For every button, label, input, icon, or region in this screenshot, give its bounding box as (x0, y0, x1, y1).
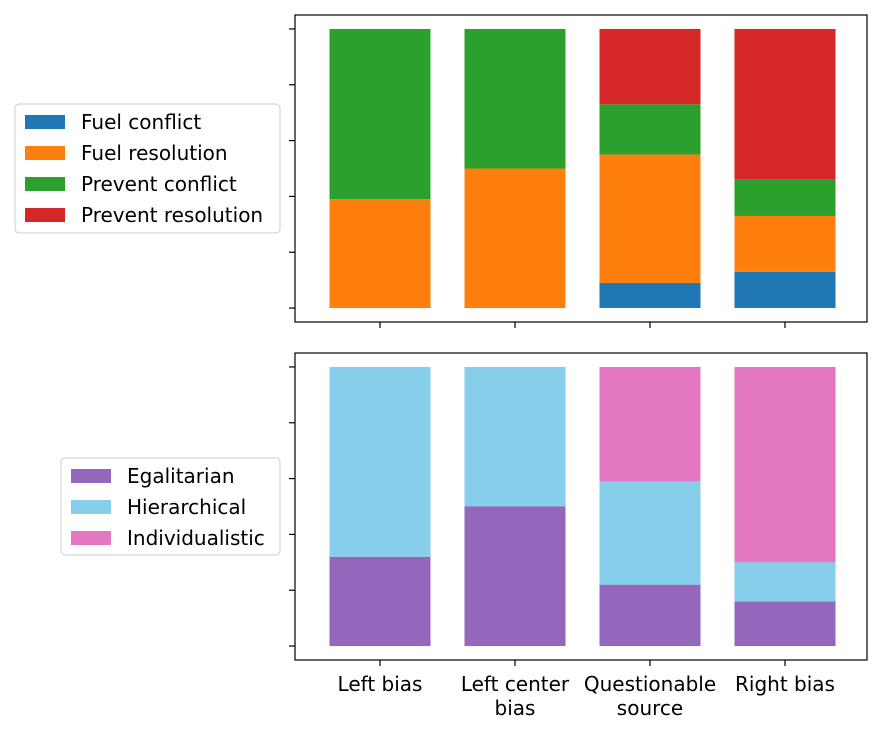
bar-fuel-resolution-left-center-bias (464, 168, 566, 309)
bottom-legend: Egalitarian Hierarchical Individualistic (60, 457, 281, 556)
bar-prevent-conflict-left-bias (329, 28, 431, 200)
bar-prevent-conflict-left-center-bias (464, 28, 566, 169)
axes-frame (294, 352, 868, 661)
bar-egalitarian-left-bias (329, 556, 431, 647)
x-tick-label-right-bias: Right bias (735, 672, 835, 696)
legend-label-individualistic: Individualistic (127, 526, 265, 550)
legend-label-prevent-conflict: Prevent conflict (81, 172, 237, 196)
bar-hierarchical-questionable-source (599, 481, 701, 585)
bar-prevent-resolution-right-bias (734, 28, 836, 180)
bar-fuel-resolution-right-bias (734, 215, 836, 272)
axes-frame (294, 14, 868, 323)
legend-swatch-prevent-resolution (25, 208, 65, 222)
bar-fuel-resolution-questionable-source (599, 154, 701, 283)
bar-egalitarian-left-center-bias (464, 506, 566, 647)
legend-swatch-hierarchical (71, 500, 111, 514)
legend-box (60, 457, 281, 556)
x-tick-label-questionable-source: Questionable source (584, 672, 716, 720)
bar-hierarchical-left-center-bias (464, 366, 566, 507)
bar-fuel-conflict-questionable-source (599, 282, 701, 309)
bottom-panel: Left bias Left center bias Questionable sour… (289, 352, 868, 720)
bar-egalitarian-right-bias (734, 601, 836, 647)
legend-label-hierarchical: Hierarchical (127, 495, 246, 519)
top-legend: Fuel conflict Fuel resolution Prevent conf… (14, 103, 281, 234)
bar-fuel-resolution-left-bias (329, 199, 431, 309)
legend-swatch-fuel-conflict (25, 115, 65, 129)
bar-egalitarian-questionable-source (599, 584, 701, 647)
bar-prevent-conflict-right-bias (734, 179, 836, 216)
legend-swatch-fuel-resolution (25, 146, 65, 160)
bar-individualistic-right-bias (734, 366, 836, 563)
bar-fuel-conflict-right-bias (734, 271, 836, 309)
legend-box (14, 103, 281, 234)
legend-label-egalitarian: Egalitarian (127, 464, 235, 488)
x-tick-label-left-bias: Left bias (338, 672, 423, 696)
legend-swatch-individualistic (71, 531, 111, 545)
legend-label-fuel-conflict: Fuel conflict (81, 110, 201, 134)
x-tick-label-left-center-bias: Left center bias (461, 672, 570, 720)
bar-individualistic-questionable-source (599, 366, 701, 482)
legend-label-fuel-resolution: Fuel resolution (81, 141, 228, 165)
bar-hierarchical-left-bias (329, 366, 431, 557)
legend-label-prevent-resolution: Prevent resolution (81, 203, 263, 227)
bar-prevent-resolution-questionable-source (599, 28, 701, 105)
bar-prevent-conflict-questionable-source (599, 104, 701, 155)
top-panel (289, 14, 868, 328)
legend-swatch-egalitarian (71, 469, 111, 483)
bar-hierarchical-right-bias (734, 562, 836, 602)
legend-swatch-prevent-conflict (25, 177, 65, 191)
